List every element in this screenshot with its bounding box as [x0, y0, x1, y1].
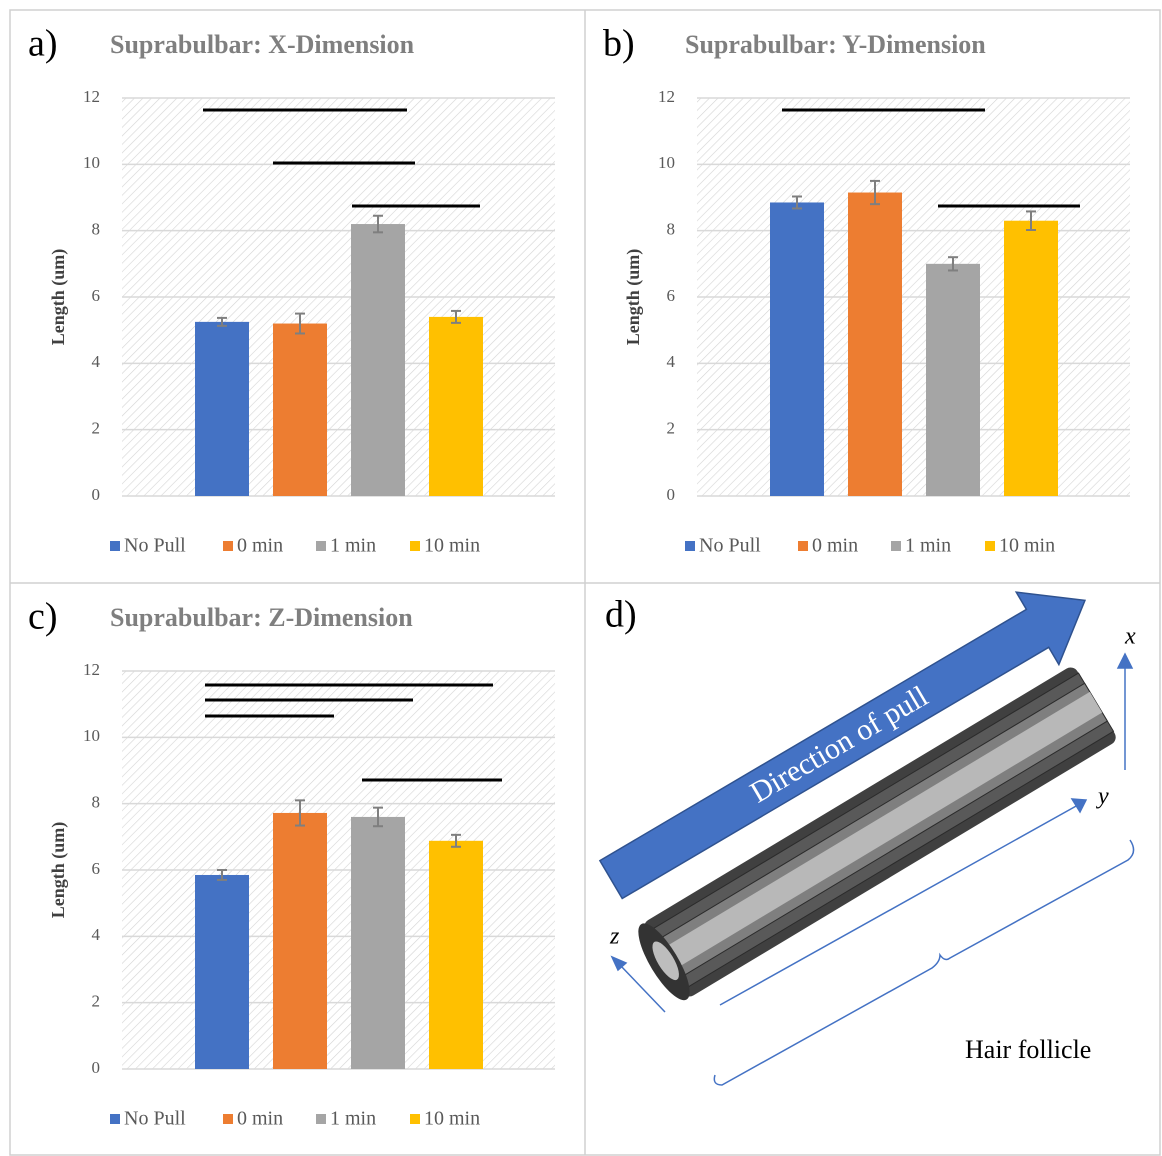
y-tick-label: 2	[667, 419, 676, 438]
chart-title: Suprabulbar: Z-Dimension	[110, 603, 413, 632]
legend-label: 10 min	[424, 1108, 480, 1130]
legend-label: 10 min	[424, 535, 480, 557]
panel-b: b) Suprabulbar: Y-Dimension Length (um) 0 2 4…	[603, 23, 1130, 557]
panel-label: d)	[605, 594, 637, 636]
error-bar	[870, 179, 880, 206]
legend-label: 1 min	[330, 535, 376, 557]
y-tick-label: 10	[83, 726, 100, 745]
y-tick-label: 4	[92, 925, 101, 944]
y-tick-label: 4	[92, 352, 101, 371]
y-tick-label: 6	[667, 286, 676, 305]
legend-swatch	[410, 1114, 420, 1124]
legend-swatch	[798, 541, 808, 551]
significance-bars	[203, 108, 1080, 782]
legend-label: 0 min	[237, 535, 283, 557]
legend-swatch	[685, 541, 695, 551]
panel-label: b)	[603, 23, 635, 65]
bar	[351, 224, 405, 497]
bar	[926, 263, 980, 496]
y-tick-label: 8	[667, 220, 676, 239]
error-bar	[217, 869, 227, 881]
bar	[273, 323, 327, 496]
y-tick-label: 0	[92, 1058, 101, 1077]
error-bar	[948, 256, 958, 272]
legend-label: 0 min	[237, 1108, 283, 1130]
legend-label: 1 min	[905, 535, 951, 557]
y-tick-label: 0	[667, 485, 676, 504]
legend-label: 0 min	[812, 535, 858, 557]
legend-swatch	[985, 541, 995, 551]
legend-swatch	[223, 1114, 233, 1124]
axes-arrows	[610, 652, 1134, 1013]
y-axis-title: Length (um)	[623, 249, 644, 346]
bar	[273, 812, 327, 1069]
legend-label: 10 min	[999, 535, 1055, 557]
error-bar	[451, 833, 461, 848]
bar	[195, 874, 249, 1069]
legend-swatch	[110, 1114, 120, 1124]
y-axis-title: Length (um)	[48, 822, 69, 919]
axis-label: x	[1124, 624, 1136, 650]
legend-label: No Pull	[124, 1108, 186, 1130]
bar	[848, 192, 902, 496]
error-bar	[1026, 210, 1036, 232]
bar	[429, 840, 483, 1069]
legend-swatch	[316, 1114, 326, 1124]
y-tick-label: 12	[83, 87, 100, 106]
panel-label: c)	[28, 596, 58, 638]
panel-a: a) Suprabulbar: X-Dimension Length (um) 0 2 4…	[28, 23, 555, 557]
legend-swatch	[223, 541, 233, 551]
panel-label: a)	[28, 23, 58, 65]
bar	[770, 202, 824, 496]
bar	[429, 316, 483, 496]
legend-swatch	[410, 541, 420, 551]
y-tick-label: 2	[92, 992, 101, 1011]
bar	[351, 816, 405, 1069]
y-tick-label: 12	[83, 660, 100, 679]
error-bar	[792, 195, 802, 210]
chart-title: Suprabulbar: Y-Dimension	[685, 30, 986, 59]
error-bar	[217, 316, 227, 327]
legend-swatch	[316, 541, 326, 551]
y-tick-label: 6	[92, 286, 101, 305]
panel-d: d) Direction of pull x y z Hair follicle	[598, 591, 1136, 1086]
error-bar	[373, 806, 383, 828]
y-tick-label: 10	[658, 153, 675, 172]
y-tick-label: 4	[667, 352, 676, 371]
y-tick-label: 12	[658, 87, 675, 106]
y-tick-label: 8	[92, 220, 101, 239]
error-bar	[295, 312, 305, 335]
panel-c: c) Suprabulbar: Z-Dimension Length (um) 0 2 4…	[28, 596, 555, 1130]
y-tick-label: 2	[92, 419, 101, 438]
error-bar	[373, 214, 383, 234]
legend-label: No Pull	[124, 535, 186, 557]
legend-label: 1 min	[330, 1108, 376, 1130]
axis-label: z	[609, 924, 620, 950]
bar	[195, 321, 249, 496]
y-tick-label: 8	[92, 793, 101, 812]
axis-label: y	[1096, 784, 1109, 810]
y-tick-label: 10	[83, 153, 100, 172]
y-tick-label: 0	[92, 485, 101, 504]
y-axis-title: Length (um)	[48, 249, 69, 346]
bar	[1004, 220, 1058, 496]
y-tick-label: 6	[92, 859, 101, 878]
panel-borders	[9, 9, 1161, 1156]
bracket	[713, 839, 1135, 1086]
caption: Hair follicle	[965, 1035, 1091, 1064]
legend-swatch	[110, 541, 120, 551]
follicle	[638, 667, 1116, 1001]
error-bar	[451, 309, 461, 324]
legend-label: No Pull	[699, 535, 761, 557]
legend-swatch	[891, 541, 901, 551]
error-bar	[295, 799, 305, 827]
chart-title: Suprabulbar: X-Dimension	[110, 30, 415, 59]
